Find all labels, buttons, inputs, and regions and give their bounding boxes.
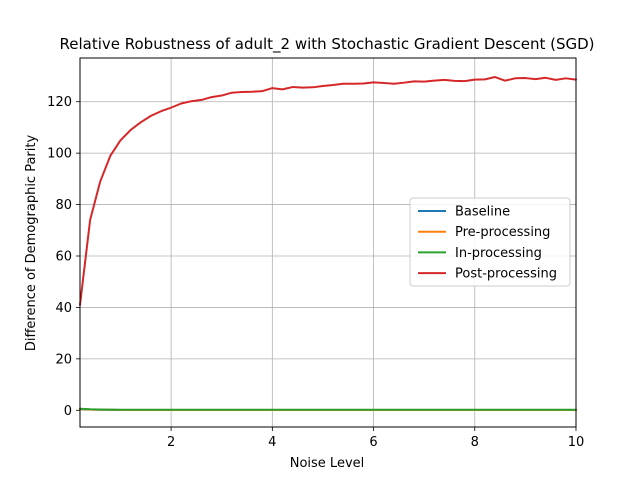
legend-label: In-processing: [455, 246, 542, 261]
y-tick-label: 0: [64, 404, 72, 419]
x-axis-ticks: 2 4 6 8 10: [167, 427, 584, 450]
y-axis-label: Difference of Demographic Parity: [24, 135, 39, 352]
plot-frame: [79, 57, 577, 428]
x-tick-label: 10: [568, 435, 585, 450]
legend-label: Baseline: [455, 205, 510, 220]
x-tick-label: 6: [369, 435, 377, 450]
y-tick-label: 100: [47, 147, 72, 162]
x-tick-label: 8: [471, 435, 479, 450]
chart-title: Relative Robustness of adult_2 with Stoc…: [59, 35, 594, 54]
y-axis-ticks: 0 20 40 60 80 100 120: [47, 95, 80, 419]
legend: Baseline Pre-processing In-processing Post-…: [409, 197, 571, 287]
series-group: [79, 76, 577, 412]
y-tick-label: 40: [55, 301, 72, 316]
y-tick-label: 20: [55, 352, 72, 367]
legend-box: [409, 197, 571, 287]
legend-label: Post-processing: [455, 267, 557, 282]
series-line-in-processing: [79, 407, 577, 411]
series-line-post-processing: [79, 76, 577, 306]
legend-label: Pre-processing: [455, 225, 550, 240]
x-tick-label: 2: [167, 435, 175, 450]
y-tick-label: 60: [55, 250, 72, 265]
x-axis-label: Noise Level: [290, 456, 365, 471]
x-tick-label: 4: [268, 435, 276, 450]
y-tick-label: 80: [55, 198, 72, 213]
y-tick-label: 120: [47, 95, 72, 110]
